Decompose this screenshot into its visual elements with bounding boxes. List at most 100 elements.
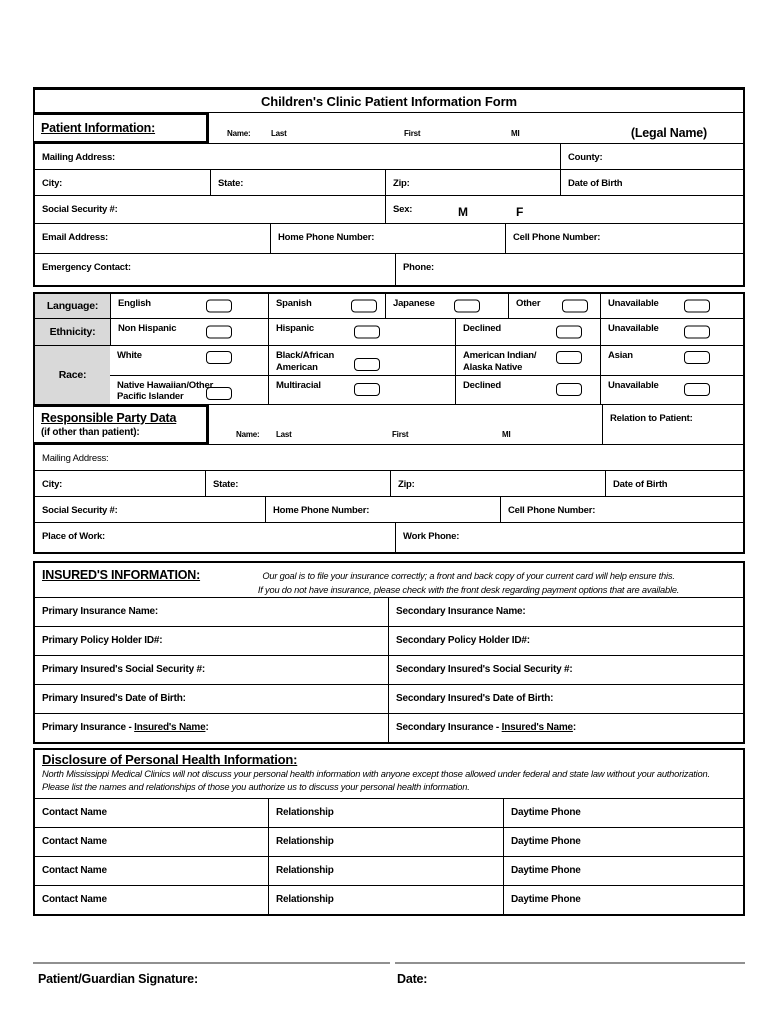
relationship-field-4[interactable]: Relationship	[268, 885, 503, 914]
date-of-birth-field[interactable]: Date of Birth	[560, 170, 743, 195]
sex-female-option[interactable]: F	[516, 205, 524, 219]
black-african-american-checkbox[interactable]	[354, 357, 380, 371]
secondary-policy-holder-id-field[interactable]: Secondary Policy Holder ID#:	[388, 627, 743, 655]
primary-insurance-insured-name-field[interactable]: Primary Insurance - Insured's Name:	[42, 722, 209, 733]
insured-information-section: INSURED'S INFORMATION: Our goal is to fi…	[33, 561, 745, 744]
mailing-address-field[interactable]: Mailing Address:	[35, 144, 560, 169]
secondary-insured-ssn-label: Secondary Insured's Social Security #:	[396, 664, 573, 675]
ssn-field[interactable]: Social Security #:	[35, 196, 385, 223]
cell-phone-field[interactable]: Cell Phone Number:	[505, 224, 743, 253]
rp-mi-label: MI	[502, 430, 511, 439]
rp-home-phone-field[interactable]: Home Phone Number:	[265, 497, 500, 522]
relation-to-patient-field[interactable]: Relation to Patient:	[602, 405, 743, 444]
responsible-party-subheading: (if other than patient):	[41, 427, 140, 438]
emergency-phone-field[interactable]: Phone:	[395, 254, 743, 285]
secondary-insured-ssn-field[interactable]: Secondary Insured's Social Security #:	[388, 656, 743, 684]
responsible-name-field[interactable]: Name: Last First MI	[209, 405, 602, 444]
relationship-field-1[interactable]: Relationship	[268, 798, 503, 827]
spanish-checkbox[interactable]	[351, 299, 377, 313]
english-checkbox[interactable]	[206, 299, 232, 313]
date-line[interactable]: Date:	[395, 961, 745, 988]
rp-zip-field[interactable]: Zip:	[390, 471, 605, 496]
rp-date-of-birth-field[interactable]: Date of Birth	[605, 471, 743, 496]
county-field[interactable]: County:	[560, 144, 743, 169]
rp-mailing-address-field[interactable]: Mailing Address:	[35, 445, 743, 470]
insured-header: INSURED'S INFORMATION: Our goal is to fi…	[35, 563, 743, 597]
rp-city-field[interactable]: City:	[35, 471, 205, 496]
race-white-cell: White	[110, 346, 268, 375]
zip-field[interactable]: Zip:	[385, 170, 560, 195]
hispanic-checkbox[interactable]	[354, 325, 380, 339]
secondary-insured-dob-field[interactable]: Secondary Insured's Date of Birth:	[388, 685, 743, 713]
county-label: County:	[568, 152, 603, 163]
secondary-insurance-name-label: Secondary Insurance Name:	[396, 606, 526, 617]
primary-insurance-name-field[interactable]: Primary Insurance Name:	[35, 598, 388, 626]
rp-cell-phone-field[interactable]: Cell Phone Number:	[500, 497, 743, 522]
primary-insured-dob-field[interactable]: Primary Insured's Date of Birth:	[35, 685, 388, 713]
secondary-policy-holder-id-label: Secondary Policy Holder ID#:	[396, 635, 530, 646]
patient-info-heading-box: Patient Information:	[34, 112, 209, 144]
american-indian-alaska-native-checkbox[interactable]	[556, 351, 582, 364]
multiracial-label: Multiracial	[276, 379, 321, 391]
ethnicity-declined-checkbox[interactable]	[556, 325, 582, 339]
emergency-contact-field[interactable]: Emergency Contact:	[35, 254, 395, 285]
insured-note-2: If you do not have insurance, please che…	[257, 585, 680, 596]
patient-name-field[interactable]: Name: Last First MI (Legal Name)	[209, 113, 743, 143]
multiracial-checkbox[interactable]	[354, 382, 380, 396]
ethnicity-unavailable-label: Unavailable	[608, 323, 659, 334]
form-title: Children's Clinic Patient Information Fo…	[260, 93, 518, 109]
home-phone-field[interactable]: Home Phone Number:	[270, 224, 505, 253]
insured-notes: Our goal is to file your insurance corre…	[200, 568, 737, 597]
japanese-checkbox[interactable]	[454, 299, 480, 313]
rp-ssn-field[interactable]: Social Security #:	[35, 497, 265, 522]
contact-name-field-4[interactable]: Contact Name	[42, 893, 107, 905]
primary-policy-holder-id-field[interactable]: Primary Policy Holder ID#:	[35, 627, 388, 655]
responsible-party-heading: Responsible Party Data	[41, 411, 177, 425]
ethnicity-label: Ethnicity:	[35, 319, 110, 345]
email-field[interactable]: Email Address:	[35, 224, 270, 253]
place-of-work-field[interactable]: Place of Work:	[35, 523, 395, 552]
spanish-label: Spanish	[276, 298, 312, 309]
rp-state-field[interactable]: State:	[205, 471, 390, 496]
disclosure-heading: Disclosure of Personal Health Informatio…	[42, 752, 298, 767]
daytime-phone-field-2[interactable]: Daytime Phone	[503, 827, 743, 856]
rp-cell-phone-label: Cell Phone Number:	[508, 505, 596, 516]
relationship-field-2[interactable]: Relationship	[268, 827, 503, 856]
white-checkbox[interactable]	[206, 351, 232, 364]
ethnicity-unavailable-checkbox[interactable]	[684, 325, 710, 339]
daytime-phone-field-1[interactable]: Daytime Phone	[503, 798, 743, 827]
non-hispanic-checkbox[interactable]	[206, 325, 232, 339]
language-unavailable-cell: Unavailable	[600, 294, 743, 318]
secondary-insurance-name-field[interactable]: Secondary Insurance Name:	[388, 598, 743, 626]
race-unavailable-checkbox[interactable]	[684, 382, 710, 396]
relationship-field-3[interactable]: Relationship	[268, 856, 503, 885]
state-field[interactable]: State:	[210, 170, 385, 195]
native-hawaiian-pacific-islander-checkbox[interactable]	[206, 387, 232, 400]
contact-name-field-2[interactable]: Contact Name	[42, 835, 107, 847]
japanese-label: Japanese	[393, 298, 435, 309]
signature-line[interactable]: Patient/Guardian Signature:	[33, 961, 390, 988]
american-indian-alaska-native-label: American Indian/	[463, 350, 537, 361]
city-field[interactable]: City:	[35, 170, 210, 195]
work-phone-field[interactable]: Work Phone:	[395, 523, 743, 552]
secondary-insured-dob-label: Secondary Insured's Date of Birth:	[396, 693, 554, 704]
form-title-row: Children's Clinic Patient Information Fo…	[35, 90, 743, 112]
rp-date-of-birth-label: Date of Birth	[613, 479, 668, 490]
sex-male-option[interactable]: M	[458, 205, 468, 219]
language-japanese-cell: Japanese	[385, 294, 508, 318]
relation-to-patient-label: Relation to Patient:	[610, 413, 693, 424]
language-unavailable-checkbox[interactable]	[684, 299, 710, 313]
race-american-indian-cell: American Indian/ Alaska Native	[455, 346, 600, 375]
asian-checkbox[interactable]	[684, 351, 710, 364]
daytime-phone-field-4[interactable]: Daytime Phone	[503, 885, 743, 914]
sex-field[interactable]: Sex: M F	[385, 196, 743, 223]
contact-name-field-1[interactable]: Contact Name	[35, 799, 268, 827]
race-label: Race:	[35, 346, 110, 404]
other-language-checkbox[interactable]	[562, 299, 588, 313]
contact-name-field-3[interactable]: Contact Name	[42, 864, 107, 876]
primary-insured-ssn-field[interactable]: Primary Insured's Social Security #:	[35, 656, 388, 684]
race-declined-checkbox[interactable]	[556, 382, 582, 396]
daytime-phone-field-3[interactable]: Daytime Phone	[503, 856, 743, 885]
race-rows: Race: White Black/African American Ameri…	[35, 345, 743, 404]
secondary-insurance-insured-name-field[interactable]: Secondary Insurance - Insured's Name:	[388, 714, 743, 742]
